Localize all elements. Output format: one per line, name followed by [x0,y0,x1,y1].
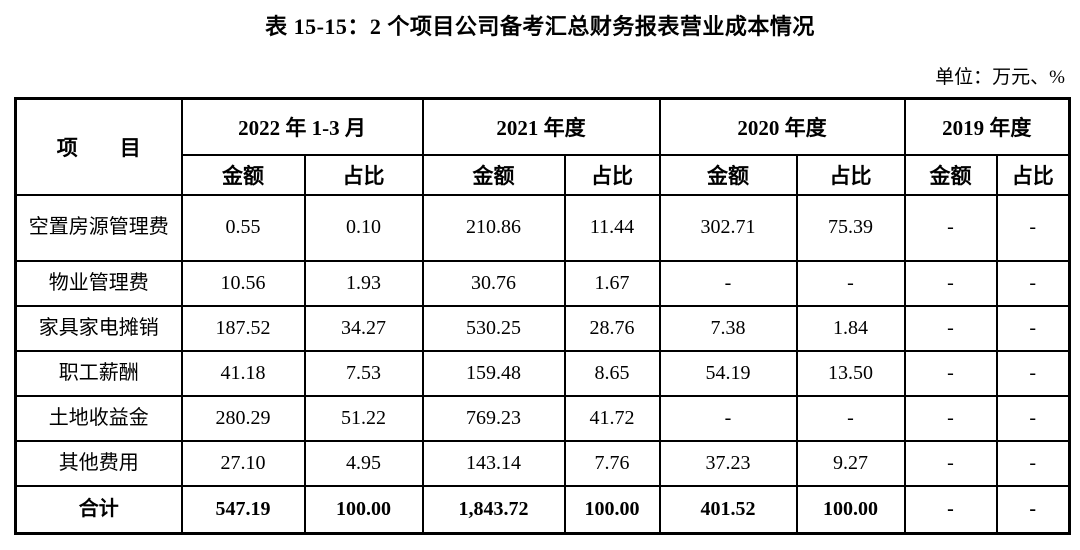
cell-value: 1.67 [563,259,661,307]
header-amount-2020: 金额 [658,153,798,196]
cell-value: - [903,439,998,487]
row-item-label: 土地收益金 [14,394,183,442]
header-amount-2021: 金额 [421,153,566,196]
cell-value: - [995,349,1071,397]
cell-value: 547.19 [180,484,306,535]
row-item-label: 家具家电摊销 [14,304,183,352]
table-title: 表 15-15：2 个项目公司备考汇总财务报表营业成本情况 [265,14,815,39]
cell-value: - [903,394,998,442]
header-ratio-2021: 占比 [563,153,661,196]
cell-value: 100.00 [303,484,424,535]
cell-value: 41.18 [180,349,306,397]
row-item-label: 其他费用 [14,439,183,487]
cell-value: 159.48 [421,349,566,397]
cell-value: 37.23 [658,439,798,487]
cell-value: 280.29 [180,394,306,442]
cell-value: 143.14 [421,439,566,487]
cell-value: 11.44 [563,193,661,262]
table-row-staff-salary: 职工薪酬 41.18 7.53 159.48 8.65 54.19 13.50 … [14,349,1071,397]
header-period-2020: 2020 年度 [658,97,906,156]
cell-value: 1,843.72 [421,484,566,535]
cell-value: - [795,394,906,442]
cell-value: 75.39 [795,193,906,262]
cell-value: 9.27 [795,439,906,487]
row-item-label: 空置房源管理费 [14,193,183,262]
cell-value: 187.52 [180,304,306,352]
row-item-label: 职工薪酬 [14,349,183,397]
cell-value: 28.76 [563,304,661,352]
cell-value: 302.71 [658,193,798,262]
cell-value: 1.93 [303,259,424,307]
total-row: 合计 547.19 100.00 1,843.72 100.00 401.52 … [14,484,1071,535]
cell-value: - [903,484,998,535]
header-ratio-2020: 占比 [795,153,906,196]
cell-value: 27.10 [180,439,306,487]
cell-value: 7.53 [303,349,424,397]
cell-value: - [903,259,998,307]
table-row-furniture-amortization: 家具家电摊销 187.52 34.27 530.25 28.76 7.38 1.… [14,304,1071,352]
header-amount-2019: 金额 [903,153,998,196]
cell-value: 100.00 [795,484,906,535]
operating-cost-table: 项 目 2022 年 1-3 月 2021 年度 2020 年度 2019 年度… [14,97,1071,535]
cell-value: - [995,394,1071,442]
cell-value: 401.52 [658,484,798,535]
cell-value: - [995,193,1071,262]
cell-value: 51.22 [303,394,424,442]
cell-value: - [658,394,798,442]
cell-value: 7.38 [658,304,798,352]
cell-value: 10.56 [180,259,306,307]
cell-value: 210.86 [421,193,566,262]
cell-value: 530.25 [421,304,566,352]
cell-value: 13.50 [795,349,906,397]
cell-value: 54.19 [658,349,798,397]
table-row-property-management-fee: 物业管理费 10.56 1.93 30.76 1.67 - - - - [14,259,1071,307]
cell-value: - [795,259,906,307]
cell-value: 41.72 [563,394,661,442]
header-item: 项 目 [14,97,183,196]
cell-value: - [995,484,1071,535]
row-item-label: 物业管理费 [14,259,183,307]
cell-value: 8.65 [563,349,661,397]
cell-value: - [903,304,998,352]
cell-value: 1.84 [795,304,906,352]
cell-value: 34.27 [303,304,424,352]
header-ratio-2022: 占比 [303,153,424,196]
cell-value: 100.00 [563,484,661,535]
cell-value: 769.23 [421,394,566,442]
table-row-other-expenses: 其他费用 27.10 4.95 143.14 7.76 37.23 9.27 -… [14,439,1071,487]
cell-value: 4.95 [303,439,424,487]
header-row-subcolumns: 金额 占比 金额 占比 金额 占比 金额 占比 [16,153,1071,196]
cell-value: - [903,193,998,262]
header-period-2022: 2022 年 1-3 月 [180,97,424,156]
cell-value: - [658,259,798,307]
cell-value: 0.55 [180,193,306,262]
cell-value: 30.76 [421,259,566,307]
header-period-2019: 2019 年度 [903,97,1071,156]
cell-value: 0.10 [303,193,424,262]
header-period-2021: 2021 年度 [421,97,661,156]
unit-note: 单位：万元、% [935,67,1065,88]
header-row-periods: 项 目 2022 年 1-3 月 2021 年度 2020 年度 2019 年度 [14,97,1071,196]
cell-value: - [995,439,1071,487]
header-ratio-2019: 占比 [995,153,1071,196]
cell-value: - [903,349,998,397]
table-row-vacant-housing-fee: 空置房源管理费 0.55 0.10 210.86 11.44 302.71 75… [14,193,1071,262]
cell-value: - [995,304,1071,352]
cell-value: 7.76 [563,439,661,487]
total-label: 合计 [14,484,183,535]
header-amount-2022: 金额 [180,153,306,196]
table-row-land-income-fee: 土地收益金 280.29 51.22 769.23 41.72 - - - - [14,394,1071,442]
cell-value: - [995,259,1071,307]
